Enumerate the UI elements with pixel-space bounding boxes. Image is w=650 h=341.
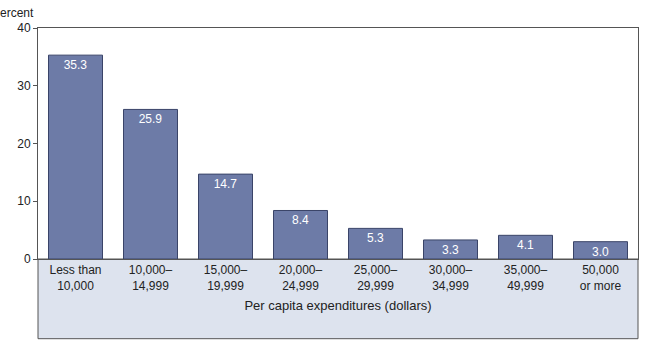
svg-text:10: 10 — [17, 194, 31, 208]
svg-text:15,000–19,999: 15,000–19,999 — [204, 263, 248, 293]
svg-text:30,000–34,999: 30,000–34,999 — [429, 263, 473, 293]
svg-text:Per capita expenditures (dolla: Per capita expenditures (dollars) — [244, 298, 431, 313]
svg-text:20,000–24,999: 20,000–24,999 — [279, 263, 323, 293]
svg-text:40: 40 — [17, 21, 31, 35]
svg-text:25,000–29,999: 25,000–29,999 — [354, 263, 398, 293]
svg-text:5.3: 5.3 — [367, 231, 384, 245]
svg-text:3.3: 3.3 — [442, 243, 459, 257]
svg-text:20: 20 — [17, 137, 31, 151]
svg-text:14.7: 14.7 — [214, 177, 238, 191]
svg-text:50,000or more: 50,000or more — [580, 263, 622, 293]
svg-text:4.1: 4.1 — [517, 238, 534, 252]
svg-text:0: 0 — [24, 252, 31, 266]
svg-text:10,000–14,999: 10,000–14,999 — [129, 263, 173, 293]
svg-text:3.0: 3.0 — [592, 245, 609, 259]
svg-text:Percent: Percent — [0, 6, 34, 20]
svg-text:30: 30 — [17, 79, 31, 93]
svg-text:35,000–49,999: 35,000–49,999 — [504, 263, 548, 293]
svg-text:Less than10,000: Less than10,000 — [49, 263, 101, 293]
svg-text:8.4: 8.4 — [292, 213, 309, 227]
svg-text:35.3: 35.3 — [64, 58, 88, 72]
svg-text:25.9: 25.9 — [139, 112, 163, 126]
